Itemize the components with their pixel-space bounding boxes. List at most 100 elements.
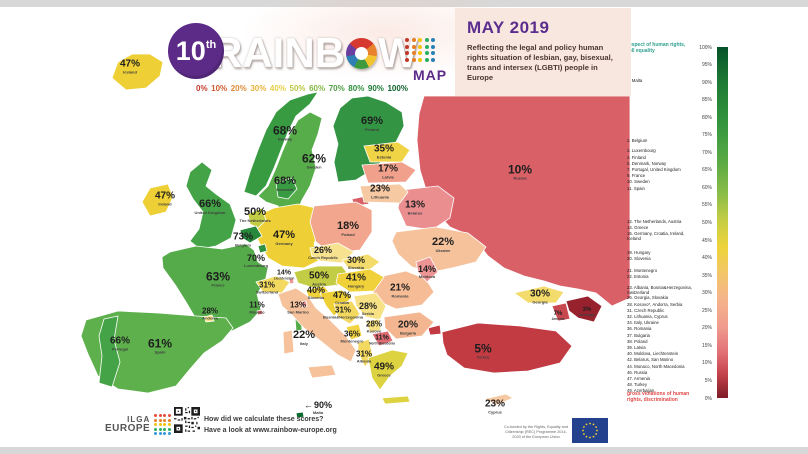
edition-number: 10: [175, 35, 206, 66]
axis-tick: 100%: [699, 44, 712, 51]
axis-tick: 60%: [701, 184, 712, 191]
country-shape-portugal: [98, 315, 121, 388]
country-shape-serbia: [353, 292, 387, 321]
country-shape-cyprus: [482, 393, 514, 406]
ranking-entry: 49. Azerbaijan: [627, 388, 655, 394]
axis-tick: 85%: [701, 97, 712, 104]
country-shape-monaco: [256, 309, 264, 316]
country-shape-bih: [333, 300, 361, 325]
axis-tick: 80%: [701, 114, 712, 121]
ranking-entry: 32. Lithuania, Cyprus: [627, 313, 668, 319]
top-percentage-scale: 0% 10% 20% 30% 40% 50% 60% 70% 80% 90% 100%: [196, 84, 408, 93]
ranking-entry: 3. Luxembourg: [627, 148, 656, 154]
axis-tick: 75%: [701, 132, 712, 139]
country-shape-greece: [367, 349, 409, 391]
bottom-letterbox-bar: [0, 447, 808, 454]
map-wordmark: MAP: [413, 67, 448, 83]
footer-link[interactable]: Have a look at www.rainbow-europe.org: [204, 426, 337, 434]
country-shape-uk: [185, 161, 237, 250]
axis-tick: 95%: [701, 62, 712, 69]
country-shape-iceland: [111, 53, 164, 91]
ranking-entry: 47. Armenia: [627, 375, 650, 381]
axis-tick: 40%: [701, 255, 712, 262]
country-shape-sanmarino: [300, 300, 308, 308]
axis-tick: 55%: [701, 202, 712, 209]
axis-tick: 15%: [701, 342, 712, 349]
country-shape-russia: [416, 95, 631, 307]
edition-suffix: th: [205, 39, 217, 51]
ranking-entry: 40. Moldova, Liechtenstein: [627, 351, 679, 357]
ranking-entry: 4. Finland: [627, 154, 646, 160]
country-shape-montenegro: [345, 323, 363, 341]
rainbow-title-right: W: [378, 29, 418, 76]
country-shape-hungary: [335, 268, 385, 293]
axis-tick: 0%: [704, 395, 712, 402]
ranking-entry: 31. Czech Republic: [627, 307, 665, 313]
ranking-entry: 2. Belgium: [627, 137, 648, 143]
ranking-entry: 21. Montenegro: [627, 267, 658, 273]
country-shape-liechtenstein: [288, 277, 295, 285]
ilga-logo-line1: ILGA: [127, 414, 151, 424]
ranking-entry: 26. Georgia, Slovakia: [627, 295, 669, 301]
ranking-entry: 14. Greece: [627, 224, 649, 230]
country-shape-ukraine: [391, 226, 487, 273]
country-shape-kosovo: [365, 318, 382, 334]
score-gradient-bar: [717, 47, 728, 398]
axis-tick: 30%: [701, 290, 712, 297]
country-shape-spain: [80, 310, 234, 394]
rainbow-ring-icon: [346, 37, 377, 69]
rainbow-logo: RAINB W: [212, 32, 418, 74]
country-shape-italy: [282, 329, 295, 355]
ranking-entry: 5. Denmark, Norway: [627, 160, 667, 166]
ranking-entry: 11. Spain: [627, 185, 645, 191]
ranking-entry: 20. Slovenia: [627, 256, 651, 262]
scale-tick: 0%: [196, 84, 208, 93]
ranking-entry: 44. Monaco, North Macedonia: [627, 363, 685, 369]
country-shape-czech: [309, 242, 355, 264]
country-shape-belarus: [397, 185, 455, 231]
axis-tick: 5%: [704, 377, 712, 384]
ranking-entry: 28. Kosovo*, Andorra, Serbia: [627, 301, 683, 307]
ranking-entry: 48. Turkey: [627, 382, 648, 388]
country-shape-italy: [307, 364, 337, 379]
country-shape-poland: [309, 201, 373, 254]
scale-tick: 10%: [211, 84, 228, 93]
legend-bottom-label: gross violations of human rights, discri…: [627, 391, 690, 403]
axis-tick: 50%: [701, 220, 712, 226]
country-shape-slovakia: [341, 253, 381, 272]
scale-tick: 80%: [348, 84, 365, 93]
country-shape-greece: [381, 395, 411, 405]
axis-tick: 45%: [701, 237, 712, 244]
country-shape-ireland: [141, 183, 174, 217]
country-shape-switzerland: [255, 275, 291, 294]
panel-title: MAY 2019: [467, 18, 550, 37]
country-shape-nmacedonia: [371, 330, 394, 347]
footer-question: How did we calculate these scores?: [204, 416, 324, 423]
legend-top-label: respect of human rights, full equality: [627, 42, 686, 54]
panel-subtitle: Reflecting the legal and policy human ri…: [467, 43, 613, 82]
country-shape-netherlands: [247, 207, 267, 229]
rainbow-dots-grid-icon: [405, 38, 435, 62]
rainbow-title-left: RAINB: [212, 29, 345, 76]
axis-tick: 10%: [701, 360, 712, 367]
country-shape-belgium: [239, 225, 263, 244]
country-shape-andorra: [203, 314, 215, 323]
country-shape-turkey: [427, 324, 442, 336]
country-shape-italy: [277, 287, 357, 363]
scale-tick: 60%: [309, 84, 326, 93]
country-shape-armenia: [551, 302, 571, 322]
country-shape-malta: [295, 411, 305, 419]
country-shape-denmark: [275, 177, 298, 200]
ranking-entry: 1. Malta: [627, 78, 643, 84]
scale-tick: 100%: [387, 84, 408, 93]
country-shape-turkey: [441, 322, 573, 374]
ranking-entry: 36. Romania: [627, 326, 652, 332]
scale-tick: 50%: [289, 84, 306, 93]
country-shape-norway: [243, 91, 319, 197]
country-shape-lithuania: [359, 183, 409, 204]
ranking-entry: 46. Russia: [627, 369, 648, 375]
eu-flag-icon: [572, 418, 608, 448]
